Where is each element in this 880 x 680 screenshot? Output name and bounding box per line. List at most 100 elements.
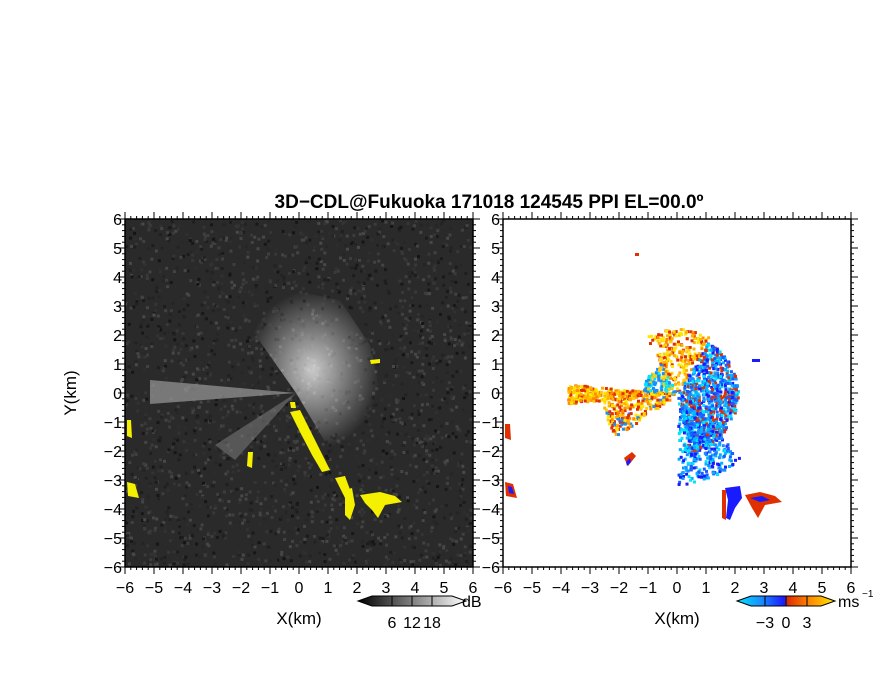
noise-pixel xyxy=(207,363,211,367)
noise-pixel xyxy=(432,281,436,285)
noise-pixel xyxy=(274,532,278,536)
noise-pixel xyxy=(307,474,311,478)
velocity-pixel xyxy=(574,384,578,388)
velocity-pixel xyxy=(648,378,652,382)
velocity-pixel xyxy=(712,471,715,475)
noise-pixel xyxy=(181,254,185,258)
noise-pixel xyxy=(143,561,147,565)
noise-pixel xyxy=(432,515,436,519)
velocity-pixel xyxy=(689,478,693,482)
velocity-pixel xyxy=(724,401,728,405)
velocity-pixel xyxy=(725,449,729,453)
noise-pixel xyxy=(259,446,263,450)
noise-pixel xyxy=(160,523,164,527)
velocity-pixel xyxy=(627,413,631,417)
velocity-pixel xyxy=(696,341,700,345)
y-tick-label: 5 xyxy=(113,241,122,258)
noise-pixel xyxy=(250,293,254,297)
noise-pixel xyxy=(362,476,366,480)
noise-pixel xyxy=(201,280,205,284)
noise-pixel xyxy=(466,331,470,335)
noise-pixel xyxy=(450,517,453,520)
noise-pixel xyxy=(173,332,176,336)
noise-pixel xyxy=(431,360,435,364)
velocity-pixel xyxy=(698,457,702,461)
noise-pixel xyxy=(283,487,287,491)
noise-pixel xyxy=(209,263,213,267)
noise-pixel xyxy=(163,359,167,363)
velocity-pixel xyxy=(726,362,730,366)
noise-pixel xyxy=(232,554,235,558)
noise-pixel xyxy=(197,332,201,336)
noise-pixel xyxy=(231,407,235,411)
velocity-pixel xyxy=(728,395,732,399)
velocity-pixel xyxy=(683,359,687,363)
noise-pixel xyxy=(465,224,469,228)
velocity-pixel xyxy=(664,388,668,391)
noise-pixel xyxy=(201,444,205,448)
noise-pixel xyxy=(269,529,273,533)
noise-pixel xyxy=(460,307,464,311)
velocity-pixel xyxy=(586,393,590,397)
velocity-pixel xyxy=(584,392,588,396)
noise-pixel xyxy=(437,398,441,402)
noise-pixel xyxy=(327,530,331,534)
noise-pixel xyxy=(362,510,366,514)
noise-pixel xyxy=(308,276,311,280)
noise-pixel xyxy=(187,293,191,297)
noise-pixel xyxy=(183,536,187,540)
velocity-pixel xyxy=(716,359,719,363)
velocity-pixel xyxy=(703,365,707,369)
velocity-pixel xyxy=(609,414,613,418)
noise-pixel xyxy=(383,378,387,382)
velocity-pixel xyxy=(724,379,728,383)
noise-pixel xyxy=(320,247,324,251)
velocity-pixel xyxy=(727,401,731,405)
noise-pixel xyxy=(378,342,382,346)
noise-pixel xyxy=(439,306,443,310)
noise-pixel xyxy=(127,562,131,566)
velocity-pixel xyxy=(698,358,702,362)
noise-pixel xyxy=(391,333,394,337)
noise-pixel xyxy=(381,315,385,319)
noise-pixel xyxy=(153,529,157,532)
noise-pixel xyxy=(361,287,365,291)
noise-pixel xyxy=(189,502,193,506)
noise-pixel xyxy=(176,227,180,231)
noise-pixel xyxy=(329,527,333,531)
noise-pixel xyxy=(131,370,135,374)
noise-pixel xyxy=(172,442,176,446)
noise-pixel xyxy=(317,221,321,225)
noise-pixel xyxy=(407,251,411,254)
velocity-pixel xyxy=(674,330,678,334)
noise-pixel xyxy=(240,487,244,491)
velocity-pixel xyxy=(644,382,648,386)
velocity-pixel xyxy=(688,378,692,382)
noise-pixel xyxy=(195,542,199,546)
velocity-pixel xyxy=(700,415,704,419)
velocity-pixel xyxy=(610,391,614,395)
noise-pixel xyxy=(166,285,170,289)
noise-pixel xyxy=(164,418,168,422)
velocity-pixel xyxy=(707,348,711,352)
noise-pixel xyxy=(448,262,452,266)
noise-pixel xyxy=(413,274,417,278)
velocity-pixel xyxy=(677,340,680,344)
noise-pixel xyxy=(168,458,172,462)
noise-pixel xyxy=(154,229,158,233)
noise-pixel xyxy=(462,470,466,474)
noise-pixel xyxy=(421,519,425,523)
noise-pixel xyxy=(415,363,419,367)
velocity-pixel xyxy=(669,352,673,356)
velocity-pixel xyxy=(715,438,719,442)
noise-pixel xyxy=(446,304,450,308)
noise-pixel xyxy=(288,545,292,549)
velocity-pixel xyxy=(662,360,666,364)
velocity-pixel xyxy=(687,434,691,437)
velocity-pixel xyxy=(703,352,707,356)
noise-pixel xyxy=(194,294,198,298)
velocity-pixel xyxy=(686,396,690,400)
noise-pixel xyxy=(156,334,160,338)
velocity-pixel xyxy=(698,387,702,391)
velocity-pixel xyxy=(682,366,686,370)
